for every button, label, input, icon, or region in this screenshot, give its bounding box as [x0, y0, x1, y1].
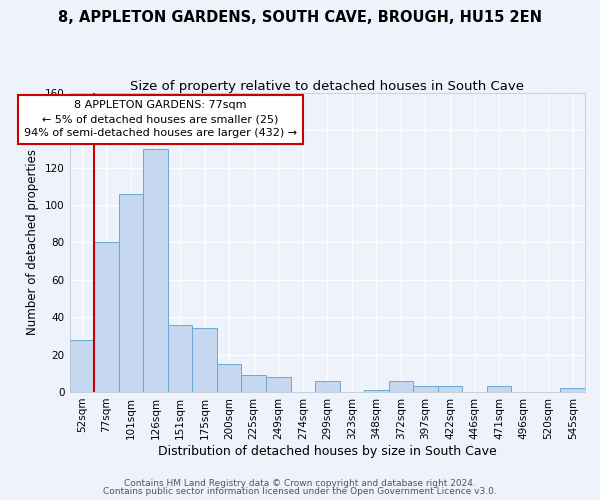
Bar [168, 324, 193, 392]
Bar [315, 380, 340, 392]
Bar [70, 340, 94, 392]
Bar [389, 380, 413, 392]
Title: Size of property relative to detached houses in South Cave: Size of property relative to detached ho… [130, 80, 524, 93]
Bar [364, 390, 389, 392]
Bar [241, 375, 266, 392]
Y-axis label: Number of detached properties: Number of detached properties [26, 150, 40, 336]
Bar [143, 149, 168, 392]
Text: Contains public sector information licensed under the Open Government Licence v3: Contains public sector information licen… [103, 487, 497, 496]
Text: Contains HM Land Registry data © Crown copyright and database right 2024.: Contains HM Land Registry data © Crown c… [124, 478, 476, 488]
Bar [413, 386, 438, 392]
Bar [438, 386, 462, 392]
Bar [560, 388, 585, 392]
Bar [193, 328, 217, 392]
Bar [217, 364, 241, 392]
X-axis label: Distribution of detached houses by size in South Cave: Distribution of detached houses by size … [158, 444, 497, 458]
Text: 8, APPLETON GARDENS, SOUTH CAVE, BROUGH, HU15 2EN: 8, APPLETON GARDENS, SOUTH CAVE, BROUGH,… [58, 10, 542, 25]
Bar [487, 386, 511, 392]
Text: 8 APPLETON GARDENS: 77sqm
← 5% of detached houses are smaller (25)
94% of semi-d: 8 APPLETON GARDENS: 77sqm ← 5% of detach… [24, 100, 297, 138]
Bar [94, 242, 119, 392]
Bar [266, 377, 290, 392]
Bar [119, 194, 143, 392]
